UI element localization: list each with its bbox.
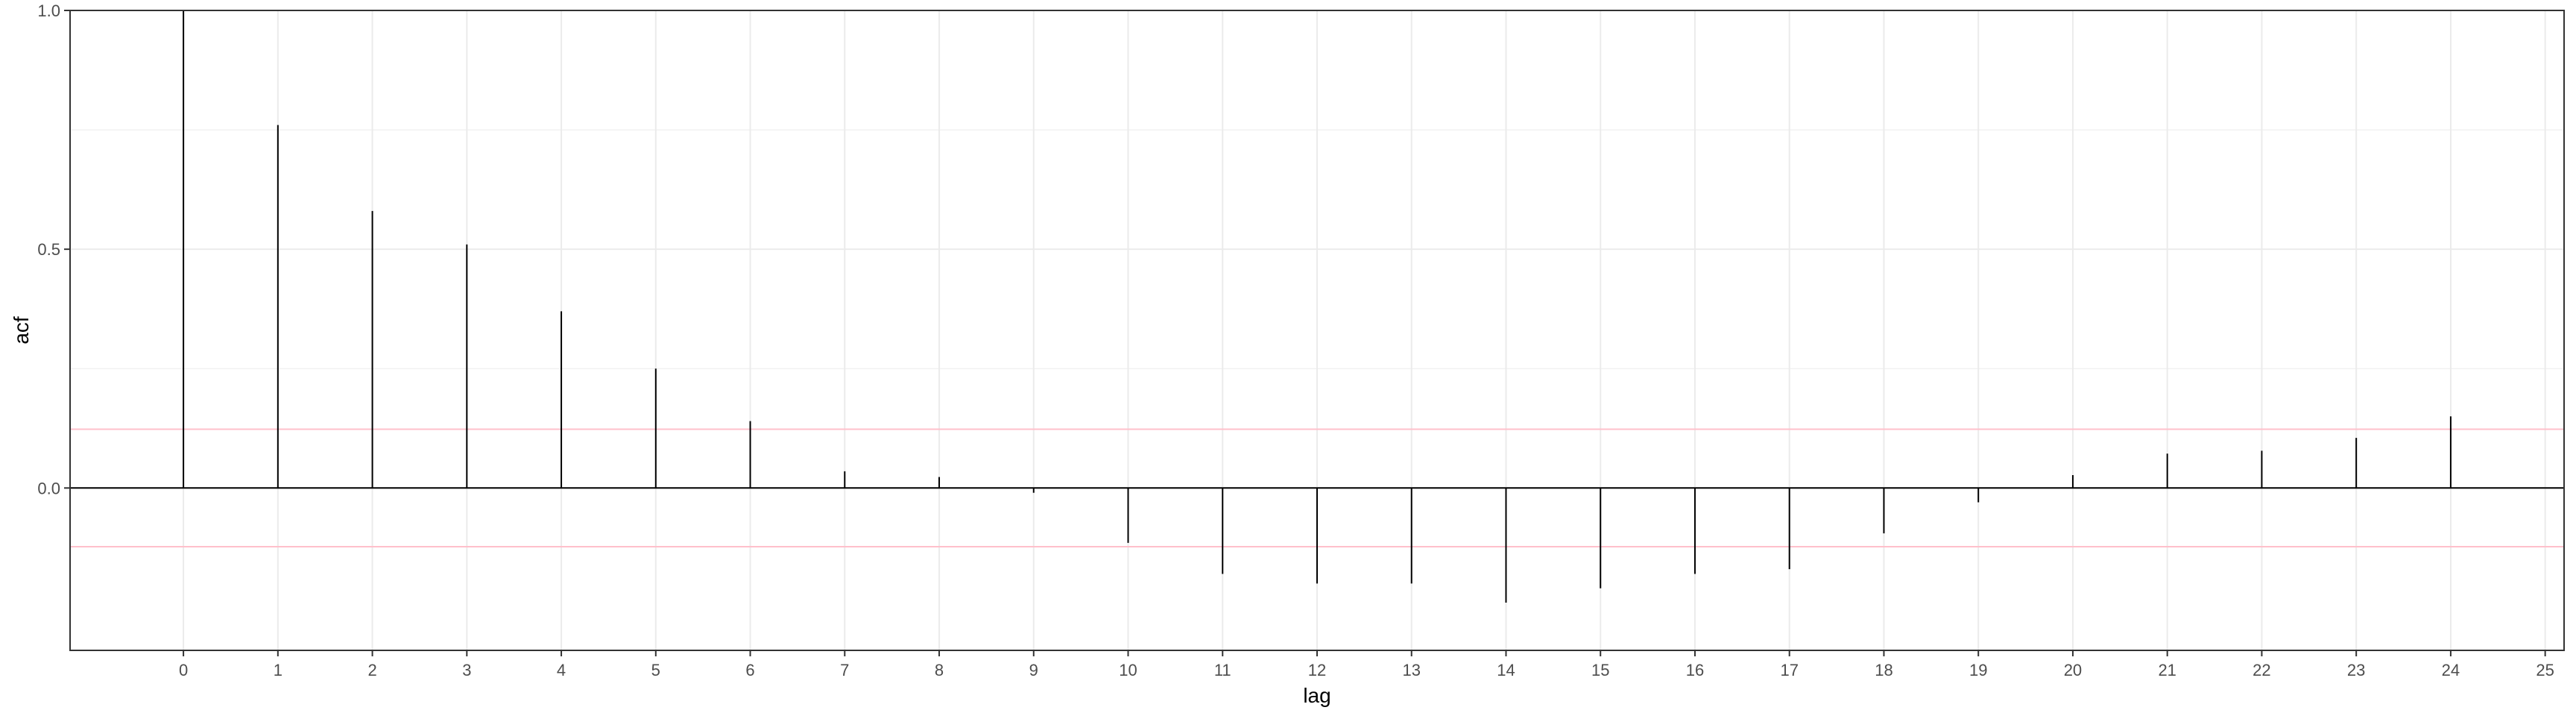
x-tick-label: 16: [1686, 661, 1704, 679]
x-tick-label: 4: [557, 661, 566, 679]
y-axis-title: acf: [10, 316, 33, 345]
x-tick-label: 17: [1780, 661, 1798, 679]
x-tick-label: 22: [2253, 661, 2270, 679]
x-tick-label: 18: [1875, 661, 1892, 679]
x-tick-label: 1: [274, 661, 282, 679]
x-tick-label: 10: [1119, 661, 1137, 679]
x-tick-label: 8: [935, 661, 944, 679]
x-tick-label: 5: [651, 661, 660, 679]
x-tick-label: 6: [745, 661, 754, 679]
x-tick-label: 13: [1403, 661, 1421, 679]
x-axis-title: lag: [1303, 684, 1330, 707]
acf-bars: [183, 10, 2452, 603]
x-tick-label: 0: [179, 661, 188, 679]
x-tick-label: 11: [1214, 661, 1231, 679]
x-tick-label: 2: [367, 661, 376, 679]
x-tick-label: 24: [2442, 661, 2460, 679]
x-tick-label: 23: [2347, 661, 2365, 679]
x-tick-label: 25: [2536, 661, 2554, 679]
x-tick-label: 14: [1497, 661, 1515, 679]
y-tick-label: 1.0: [37, 1, 60, 20]
y-tick-label: 0.0: [37, 479, 60, 497]
x-tick-label: 20: [2064, 661, 2082, 679]
x-tick-label: 3: [462, 661, 471, 679]
x-tick-label: 21: [2158, 661, 2176, 679]
x-tick-label: 12: [1308, 661, 1326, 679]
x-tick-label: 19: [1969, 661, 1987, 679]
x-tick-label: 7: [840, 661, 849, 679]
x-tick-label: 9: [1029, 661, 1038, 679]
y-axis-ticks: 0.0 0.5 1.0: [37, 1, 70, 497]
y-tick-label: 0.5: [37, 240, 60, 259]
x-tick-label: 15: [1591, 661, 1609, 679]
x-axis-ticks: 0 1 2 3 4 5 6 7 8 9 10 11 12 13 14 15 16 17 18 19 20 21 22 23 24…: [179, 650, 2554, 679]
